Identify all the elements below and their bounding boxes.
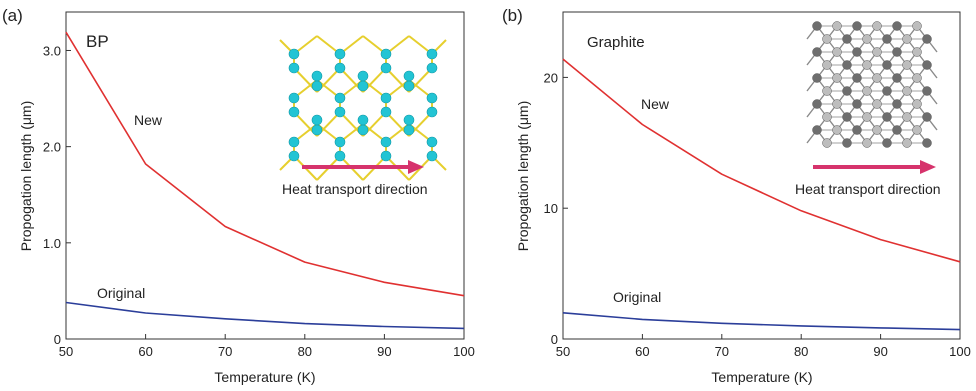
panel-b-x-ticks: 50 60 70 80 90 100 — [556, 334, 971, 359]
panel-b: (b) Graphite 50 60 70 80 90 100 0 10 20 Tempera… — [502, 6, 971, 385]
x-tick-label: 80 — [794, 344, 808, 359]
y-tick-label: 1.0 — [43, 236, 61, 251]
x-tick-label: 70 — [218, 344, 232, 359]
graphite-lattice-inset — [806, 21, 938, 148]
panel-a-y-axis-label: Propogation length (μm) — [18, 101, 34, 251]
x-tick-label: 80 — [298, 344, 312, 359]
panel-a-x-axis-label: Temperature (K) — [214, 369, 315, 385]
y-tick-label: 2.0 — [43, 140, 61, 155]
x-tick-label: 60 — [138, 344, 152, 359]
panel-a-series-label-new: New — [134, 112, 163, 128]
panel-b-title: Graphite — [587, 34, 645, 51]
x-tick-label: 90 — [377, 344, 391, 359]
panel-a-heat-arrow-head — [408, 160, 424, 174]
panel-b-inset-caption: Heat transport direction — [795, 181, 941, 197]
bp-bonds — [279, 35, 447, 181]
panel-b-series-label-original: Original — [613, 289, 661, 305]
series-line-new — [65, 31, 465, 297]
panel-b-series — [562, 58, 961, 331]
series-line-original — [65, 301, 465, 330]
panel-b-heat-arrow-head — [920, 160, 936, 174]
panel-b-series-label-new: New — [641, 96, 670, 112]
panel-a-label: (a) — [2, 6, 23, 25]
bp-atoms — [288, 48, 438, 162]
panel-b-x-axis-label: Temperature (K) — [711, 369, 812, 385]
panel-a-series-label-original: Original — [97, 285, 145, 301]
panel-b-y-axis-label: Propogation length (μm) — [515, 101, 531, 251]
panel-a-plot-frame — [65, 11, 465, 340]
series-line-original — [562, 312, 961, 331]
x-tick-label: 70 — [715, 344, 729, 359]
panel-a-title: BP — [86, 32, 109, 51]
panel-a-x-ticks: 50 60 70 80 90 100 — [59, 334, 475, 359]
panel-a-y-ticks: 0 1.0 2.0 3.0 — [43, 43, 71, 347]
y-tick-label: 0 — [551, 332, 558, 347]
x-tick-label: 50 — [556, 344, 570, 359]
bp-lattice-inset — [279, 35, 447, 181]
panel-b-y-ticks: 0 10 20 — [544, 70, 568, 347]
y-tick-label: 20 — [544, 70, 558, 85]
x-tick-label: 60 — [635, 344, 649, 359]
panel-b-label: (b) — [502, 6, 523, 25]
y-tick-label: 0 — [54, 332, 61, 347]
panel-b-plot-frame — [562, 11, 961, 340]
panel-a-inset-caption: Heat transport direction — [282, 181, 428, 197]
x-tick-label: 90 — [873, 344, 887, 359]
y-tick-label: 3.0 — [43, 43, 61, 58]
x-tick-label: 100 — [453, 344, 475, 359]
graphite-atoms — [812, 21, 932, 148]
y-tick-label: 10 — [544, 201, 558, 216]
panel-a: (a) BP 50 60 70 80 90 100 0 1.0 2.0 3.0 Temperat… — [2, 6, 475, 385]
panel-a-series — [65, 31, 465, 330]
x-tick-label: 100 — [949, 344, 971, 359]
x-tick-label: 50 — [59, 344, 73, 359]
series-line-new — [562, 58, 961, 263]
